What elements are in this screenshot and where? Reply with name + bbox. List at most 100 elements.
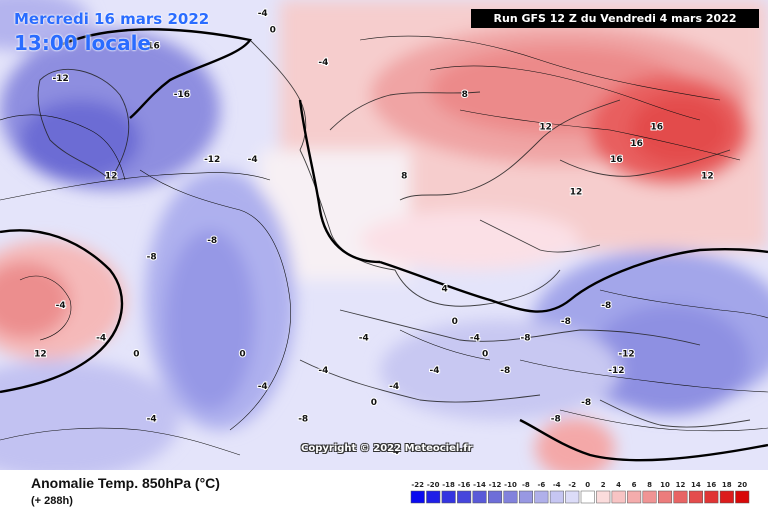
contour-value-label: 12 — [105, 171, 118, 181]
legend-tick-label: -8 — [522, 481, 530, 489]
contour-value-label: -8 — [521, 333, 531, 343]
legend-color-box — [518, 490, 533, 504]
contour-value-label: -8 — [298, 414, 308, 424]
legend-tick-label: 4 — [616, 481, 621, 489]
contour-value-label: -8 — [601, 301, 611, 311]
contour-value-label: 0 — [270, 25, 276, 35]
contour-value-label: 0 — [239, 350, 245, 360]
contour-value-label: -8 — [147, 252, 157, 262]
legend-color-box — [488, 490, 503, 504]
contour-value-label: -4 — [258, 382, 268, 392]
legend-color-box — [503, 490, 518, 504]
coastlines — [37, 39, 751, 428]
legend-color-box — [580, 490, 595, 504]
contour-value-label: 0 — [133, 350, 139, 360]
legend-color-box — [611, 490, 626, 504]
legend-tick-label: 6 — [632, 481, 637, 489]
legend-color-box — [565, 490, 580, 504]
legend-tick-label: 20 — [737, 481, 747, 489]
legend-tick-label: -18 — [442, 481, 455, 489]
legend-color-box — [642, 490, 657, 504]
contour-value-label: 16 — [651, 123, 664, 133]
contour-value-label: 4 — [441, 285, 447, 295]
contour-value-label: -4 — [318, 366, 328, 376]
model-run-label: Run GFS 12 Z du Vendredi 4 mars 2022 — [471, 9, 759, 28]
legend-tick-label: -4 — [553, 481, 561, 489]
contour-value-label: -16 — [174, 90, 190, 100]
contour-value-label: -8 — [207, 236, 217, 246]
contour-value-label: -8 — [500, 366, 510, 376]
contour-value-label: -4 — [359, 333, 369, 343]
valid-date: Mercredi 16 mars 2022 — [14, 10, 210, 28]
contour-value-label: 12 — [570, 188, 583, 198]
legend-tick-label: 12 — [676, 481, 686, 489]
anomaly-field-shading — [0, 0, 768, 470]
legend-tick-label: -20 — [427, 481, 440, 489]
legend-color-box — [410, 490, 425, 504]
legend-color-box — [735, 490, 750, 504]
contour-value-label: 16 — [630, 139, 643, 149]
contour-value-label: -12 — [618, 350, 634, 360]
legend-tick-label: -14 — [473, 481, 486, 489]
contour-value-label: 0 — [452, 317, 458, 327]
legend-color-box — [534, 490, 549, 504]
color-scale-legend: -22 -20 -18 -16 -14 -12 -10 -8 -6 -4 -2 0 2 4 6 8 10 12 14… — [410, 481, 750, 504]
legend-tick-label: 0 — [585, 481, 590, 489]
contour-value-label: 0 — [371, 398, 377, 408]
contour-value-label: -12 — [204, 155, 220, 165]
contour-value-label: -4 — [389, 382, 399, 392]
legend-color-box — [673, 490, 688, 504]
lead-time: (+ 288h) — [31, 495, 73, 507]
valid-time: 13:00 locale — [14, 31, 151, 55]
legend-color-box — [658, 490, 673, 504]
legend-tick-label: 2 — [601, 481, 606, 489]
contour-value-label: -4 — [248, 155, 258, 165]
contour-value-label: -4 — [430, 366, 440, 376]
contour-value-label: -4 — [96, 333, 106, 343]
legend-tick-label: 16 — [707, 481, 717, 489]
legend-color-box — [472, 490, 487, 504]
legend-color-box — [704, 490, 719, 504]
contour-value-label: -4 — [258, 9, 268, 19]
copyright-notice: Copyright © 2022 Meteociel.fr — [301, 443, 473, 454]
contour-value-label: 12 — [34, 350, 47, 360]
contour-value-label: -4 — [56, 301, 66, 311]
contour-value-label: -4 — [470, 333, 480, 343]
legend-color-box — [441, 490, 456, 504]
legend-tick-label: 8 — [647, 481, 652, 489]
legend-tick-label: 10 — [660, 481, 670, 489]
legend-tick-label: -2 — [568, 481, 576, 489]
footer-bar: Anomalie Temp. 850hPa (°C) (+ 288h) -22-… — [0, 470, 768, 512]
contour-value-label: -8 — [551, 414, 561, 424]
contour-value-label: -8 — [561, 317, 571, 327]
contour-value-label: -12 — [608, 366, 624, 376]
contour-value-label: -4 — [147, 414, 157, 424]
legend-tick-label: -10 — [504, 481, 517, 489]
contour-value-label: 0 — [482, 350, 488, 360]
zero-isotherm — [0, 28, 768, 462]
contour-value-label: -8 — [581, 398, 591, 408]
isotherms — [0, 35, 768, 456]
contour-value-label: 12 — [701, 171, 714, 181]
product-title: Anomalie Temp. 850hPa (°C) — [31, 475, 220, 491]
legend-color-box — [549, 490, 564, 504]
legend-tick-label: -6 — [538, 481, 546, 489]
contour-value-label: 12 — [539, 123, 552, 133]
contour-value-label: -16 — [143, 42, 159, 52]
legend-color-box — [688, 490, 703, 504]
contour-value-label: -12 — [52, 74, 68, 84]
contour-value-label: -4 — [389, 447, 399, 457]
legend-color-box — [426, 490, 441, 504]
legend-color-box — [457, 490, 472, 504]
contour-value-label: -4 — [318, 58, 328, 68]
legend-tick-label: -16 — [458, 481, 471, 489]
contour-value-label: 8 — [462, 90, 468, 100]
legend-tick-label: 18 — [722, 481, 732, 489]
legend-tick-label: -12 — [489, 481, 502, 489]
contour-value-label: 8 — [401, 171, 407, 181]
legend-tick-label: -22 — [411, 481, 424, 489]
legend-color-box — [596, 490, 611, 504]
